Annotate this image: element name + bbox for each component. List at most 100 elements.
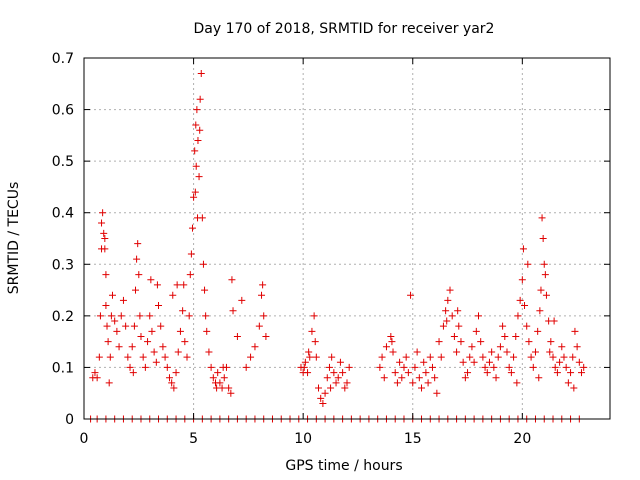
data-point xyxy=(146,312,154,320)
data-point xyxy=(262,332,270,340)
data-point xyxy=(464,369,472,377)
data-point xyxy=(106,353,114,361)
data-point xyxy=(304,369,312,377)
data-point xyxy=(199,260,207,268)
data-point xyxy=(547,338,555,346)
grid-lines xyxy=(84,58,610,419)
data-point xyxy=(431,374,439,382)
data-point xyxy=(567,369,575,377)
data-point xyxy=(220,374,228,382)
data-point xyxy=(134,240,142,248)
data-point xyxy=(549,353,557,361)
data-point xyxy=(144,338,152,346)
data-point xyxy=(407,291,415,299)
data-point xyxy=(481,363,489,371)
data-point xyxy=(251,343,259,351)
data-point xyxy=(169,291,177,299)
data-point xyxy=(139,353,147,361)
data-point xyxy=(428,363,436,371)
data-point xyxy=(562,363,570,371)
data-point xyxy=(580,363,588,371)
data-point xyxy=(233,332,241,340)
data-point xyxy=(133,255,141,263)
data-point xyxy=(201,286,209,294)
data-point xyxy=(537,286,545,294)
data-point xyxy=(305,348,313,356)
plot-frame xyxy=(83,57,611,420)
data-point xyxy=(306,353,314,361)
x-tick-label: 10 xyxy=(294,431,312,447)
data-point xyxy=(136,312,144,320)
data-point xyxy=(130,322,138,330)
data-point xyxy=(101,235,109,242)
data-point xyxy=(578,369,586,377)
data-point xyxy=(453,348,461,356)
data-point xyxy=(524,260,532,268)
data-point xyxy=(213,384,221,392)
data-point xyxy=(442,307,450,315)
data-point xyxy=(260,312,268,320)
data-point xyxy=(312,353,320,361)
data-point xyxy=(439,322,447,330)
data-point xyxy=(192,162,200,170)
data-point xyxy=(444,296,452,304)
data-point xyxy=(100,229,108,237)
data-point xyxy=(422,369,430,377)
y-tick-label: 0.4 xyxy=(52,206,74,222)
data-point xyxy=(259,281,267,289)
data-point xyxy=(457,338,465,346)
data-point xyxy=(477,338,485,346)
x-tick-label: 0 xyxy=(80,431,89,447)
data-point xyxy=(459,358,467,366)
data-point xyxy=(194,137,202,145)
data-point xyxy=(529,363,537,371)
data-point xyxy=(558,343,566,351)
y-tick-label: 0.5 xyxy=(52,154,74,170)
data-point xyxy=(137,332,145,340)
data-point xyxy=(188,224,196,232)
data-point xyxy=(378,353,386,361)
data-point xyxy=(238,296,246,304)
data-point xyxy=(193,106,201,114)
data-point xyxy=(461,374,469,382)
data-point xyxy=(343,379,351,387)
data-point xyxy=(321,389,329,397)
data-point xyxy=(485,358,493,366)
data-point xyxy=(527,353,535,361)
chart-title: Day 170 of 2018, SRMTID for receiver yar… xyxy=(194,21,495,37)
data-point xyxy=(575,358,583,366)
x-axis-label: GPS time / hours xyxy=(285,458,402,474)
data-point xyxy=(556,358,564,366)
y-tick-label: 0.1 xyxy=(52,360,74,376)
data-point xyxy=(560,353,568,361)
data-point xyxy=(181,338,189,346)
data-point xyxy=(102,302,110,310)
data-point xyxy=(466,353,474,361)
data-point xyxy=(496,343,504,351)
data-point xyxy=(196,126,204,134)
data-point xyxy=(450,332,458,340)
data-point xyxy=(525,338,533,346)
data-point xyxy=(542,291,550,299)
data-point xyxy=(95,353,103,361)
data-point xyxy=(404,369,412,377)
data-point xyxy=(228,276,236,284)
data-point xyxy=(553,369,561,377)
data-point xyxy=(501,332,509,340)
data-point xyxy=(173,281,181,289)
data-point xyxy=(101,245,109,253)
data-point xyxy=(389,348,397,356)
data-point xyxy=(310,312,318,320)
y-tick-label: 0.7 xyxy=(52,51,74,67)
data-point xyxy=(510,353,518,361)
data-point xyxy=(516,296,524,304)
data-point xyxy=(209,374,217,382)
data-point xyxy=(96,312,104,320)
data-point xyxy=(323,374,331,382)
data-point xyxy=(494,353,502,361)
data-point xyxy=(550,317,558,325)
y-axis-label: SRMTID / TECUs xyxy=(6,182,22,295)
data-point xyxy=(546,348,554,356)
y-tick-label: 0 xyxy=(65,412,74,428)
data-point xyxy=(163,363,171,371)
